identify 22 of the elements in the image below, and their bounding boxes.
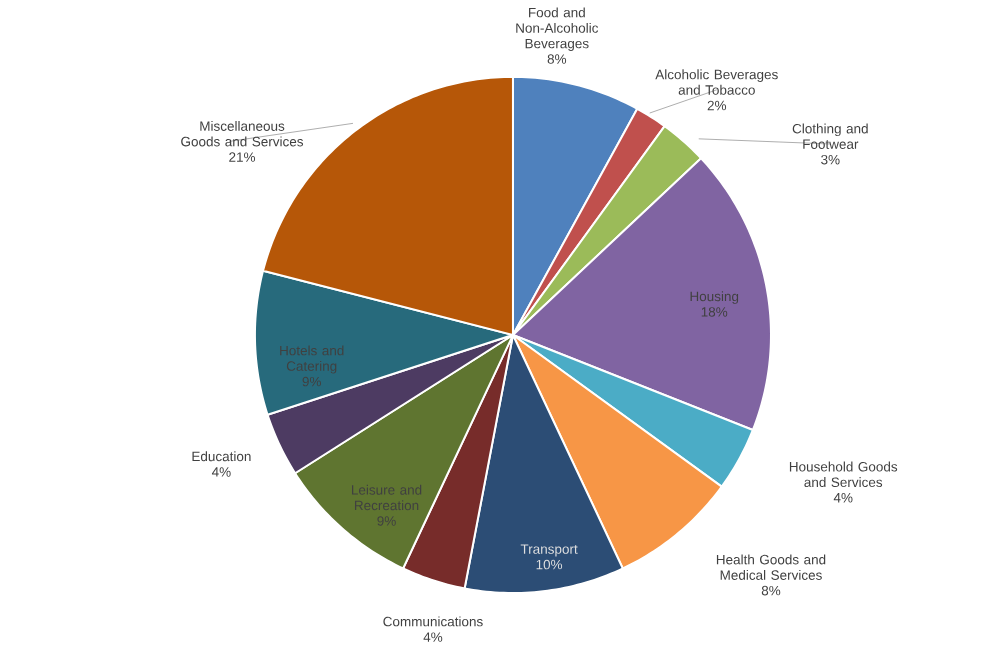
slice-label: Household Goods and Services [789, 461, 898, 488]
data-label: 4% [423, 632, 443, 642]
data-label: 18% [701, 307, 728, 317]
slice-label: Communications [383, 616, 483, 627]
slice-label: Food and Non-Alcoholic Beverages [516, 7, 599, 51]
slice-label: Hotels and Catering [280, 345, 344, 374]
data-label: 3% [821, 154, 840, 165]
data-label: 21% [229, 152, 256, 162]
data-label: 4% [833, 493, 853, 503]
slice-label: Housing [690, 291, 739, 304]
data-label: 2% [707, 100, 727, 111]
slice-label: Transport [520, 544, 578, 557]
data-label: 10% [536, 559, 563, 570]
data-label: 4% [211, 467, 231, 477]
data-label: 8% [761, 585, 781, 596]
data-label: 9% [302, 376, 321, 387]
slice-label: Health Goods and Medical Services [716, 554, 826, 580]
slice-label: Miscellaneous Goods and Services [181, 120, 304, 147]
data-label: 8% [547, 54, 567, 64]
slice-label: Education [192, 451, 251, 462]
slice-label: Alcoholic Beverages and Tobacco [655, 69, 778, 95]
slice-label: Clothing and Footwear [792, 123, 868, 149]
